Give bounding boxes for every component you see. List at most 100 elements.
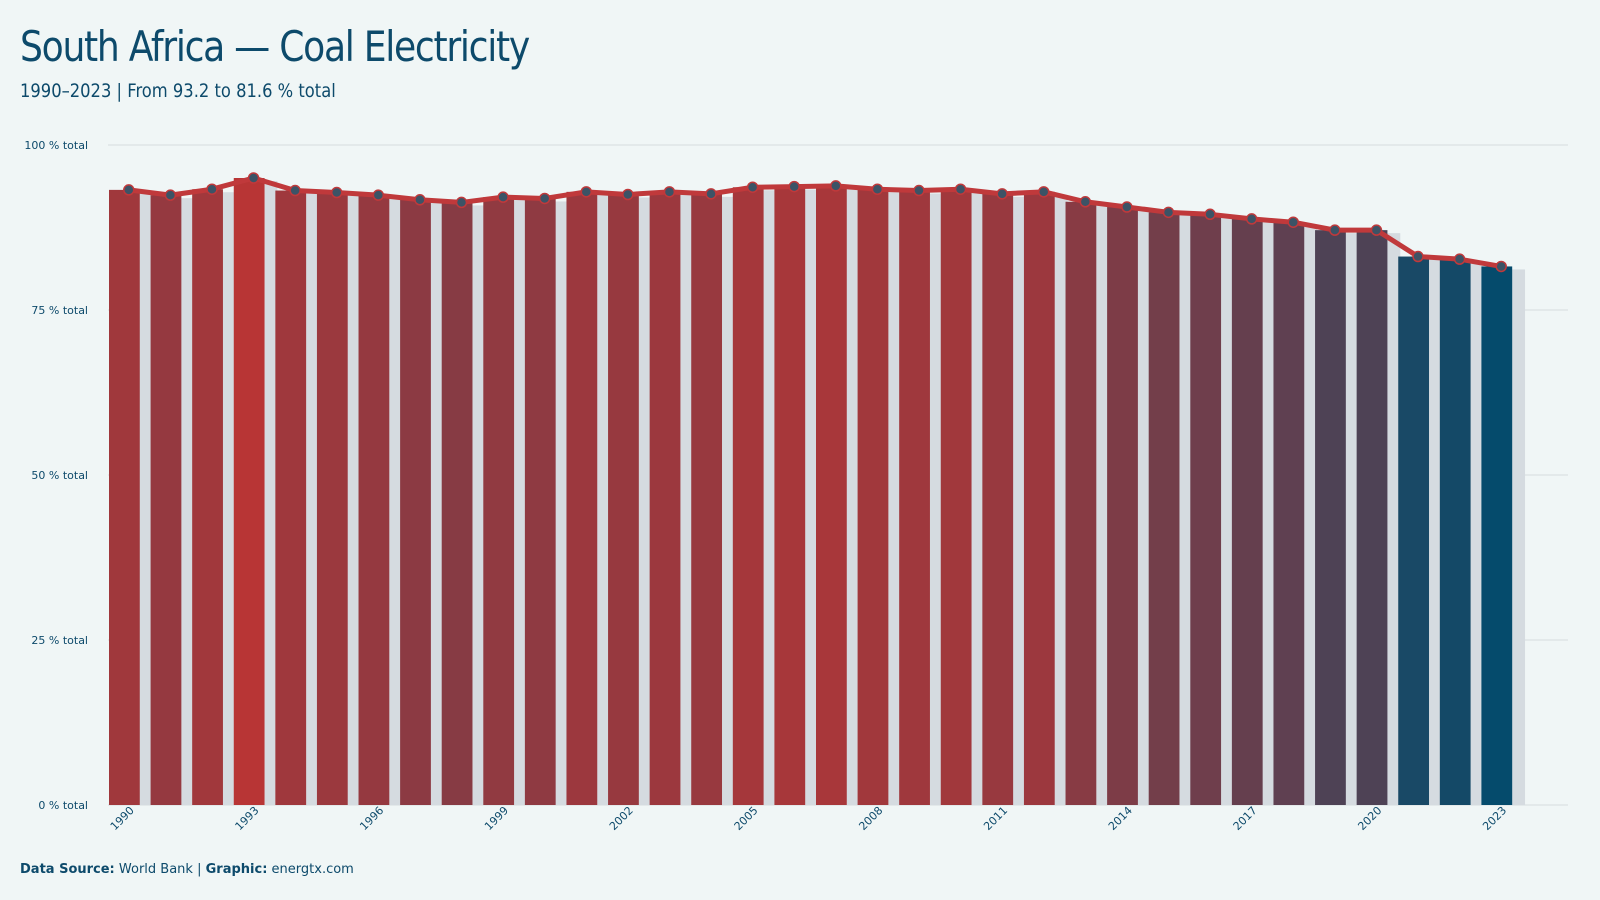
x-tick-label: 2008: [856, 804, 885, 833]
source-label: Data Source:: [20, 862, 115, 877]
data-point-marker: [1162, 206, 1175, 219]
bar: [732, 187, 764, 806]
x-tick-label: 1990: [108, 804, 137, 833]
bar: [816, 185, 847, 806]
bar: [483, 197, 515, 805]
bar: [774, 186, 806, 805]
bar: [150, 195, 182, 805]
data-point-marker: [705, 188, 717, 200]
y-tick-label: 75 % total: [31, 304, 88, 317]
bar: [109, 189, 140, 805]
bar: [857, 189, 889, 806]
bar: [940, 189, 972, 806]
data-point-marker: [622, 188, 634, 201]
y-tick-label: 25 % total: [31, 634, 88, 647]
data-point-marker: [580, 186, 593, 198]
graphic-label: Graphic:: [205, 862, 268, 877]
bar: [691, 193, 723, 806]
bar: [1273, 222, 1305, 806]
bar: [1398, 256, 1430, 805]
bar: [275, 190, 307, 806]
bar: [649, 191, 681, 806]
x-tick-label: 1999: [482, 804, 511, 833]
bar: [1356, 230, 1388, 805]
data-point-marker: [1495, 260, 1507, 273]
bar: [1148, 212, 1180, 805]
data-point-marker: [206, 183, 218, 195]
y-axis-labels: 0 % total 25 % total 50 % total 75 % total 1…: [24, 139, 88, 812]
bar: [441, 202, 473, 806]
graphic-value: energtx.com: [271, 862, 354, 877]
data-point-marker: [954, 183, 967, 195]
data-point-marker: [1453, 253, 1466, 265]
data-point-marker: [414, 194, 426, 206]
x-axis-labels: 1990 1993 1996 1999 2002 2005 2008 2011 2014 2017…: [108, 804, 1509, 833]
bars: [109, 178, 1513, 806]
x-tick-label: 1996: [357, 804, 386, 833]
trend-line-path: [126, 175, 1504, 269]
chart-subtitle: 1990–2023 | From 93.2 to 81.6 % total: [20, 80, 336, 102]
data-point-marker: [123, 184, 135, 196]
x-tick-label: 1993: [233, 804, 262, 833]
data-point-marker: [830, 180, 842, 192]
bar: [1481, 266, 1513, 805]
bar: [982, 193, 1014, 806]
bar: [1107, 207, 1138, 806]
bar: [1023, 191, 1055, 806]
data-point-marker: [1287, 216, 1300, 228]
footer-separator: |: [197, 862, 202, 877]
source-value: World Bank: [118, 862, 193, 877]
bar: [358, 195, 390, 805]
data-point-marker: [1079, 196, 1092, 208]
source-footer: Data Source: World Bank | Graphic: energ…: [20, 862, 354, 877]
data-point-marker: [330, 186, 343, 199]
data-point-marker: [247, 172, 260, 184]
x-tick-label: 2023: [1480, 804, 1509, 833]
bar: [1190, 214, 1222, 806]
data-point-marker: [913, 184, 925, 197]
x-tick-label: 2005: [732, 804, 761, 833]
data-point-marker: [455, 196, 468, 209]
data-point-marker: [746, 181, 759, 193]
trend-line: [126, 175, 1504, 269]
chart-title: South Africa — Coal Electricity: [20, 22, 530, 71]
data-point-marker: [663, 186, 676, 198]
data-point-marker: [538, 192, 551, 205]
data-point-marker: [1370, 224, 1383, 236]
data-point-marker: [164, 189, 177, 201]
data-point-marker: [497, 191, 509, 203]
data-point-marker: [871, 183, 884, 195]
bar: [233, 178, 265, 805]
bar: [400, 199, 431, 805]
x-tick-label: 2011: [981, 804, 1010, 833]
y-tick-label: 50 % total: [31, 469, 88, 482]
data-point-marker: [372, 189, 385, 201]
bar: [316, 192, 348, 805]
bar: [899, 190, 930, 806]
bar: [524, 198, 556, 805]
x-tick-label: 2020: [1355, 804, 1384, 833]
x-tick-label: 2017: [1231, 804, 1260, 833]
data-point-marker: [1412, 250, 1424, 263]
bar: [1315, 230, 1346, 805]
bar: [566, 191, 598, 806]
x-tick-label: 2014: [1106, 804, 1135, 833]
bar: [608, 194, 639, 805]
data-point-marker: [1037, 186, 1050, 198]
data-point-marker: [788, 180, 800, 193]
bar: [1065, 201, 1097, 805]
data-point-marker: [1329, 224, 1341, 236]
x-tick-label: 2002: [607, 804, 636, 833]
data-point-marker: [289, 184, 301, 197]
y-tick-label: 100 % total: [24, 139, 88, 152]
data-point-marker: [1245, 213, 1258, 225]
data-point-marker: [1204, 208, 1216, 221]
bar: [1231, 218, 1263, 806]
markers: [123, 172, 1507, 273]
bar: [1439, 259, 1471, 805]
data-point-marker: [996, 188, 1008, 200]
data-point-marker: [1121, 201, 1133, 213]
bar: [192, 189, 223, 806]
y-tick-label: 0 % total: [38, 799, 88, 812]
